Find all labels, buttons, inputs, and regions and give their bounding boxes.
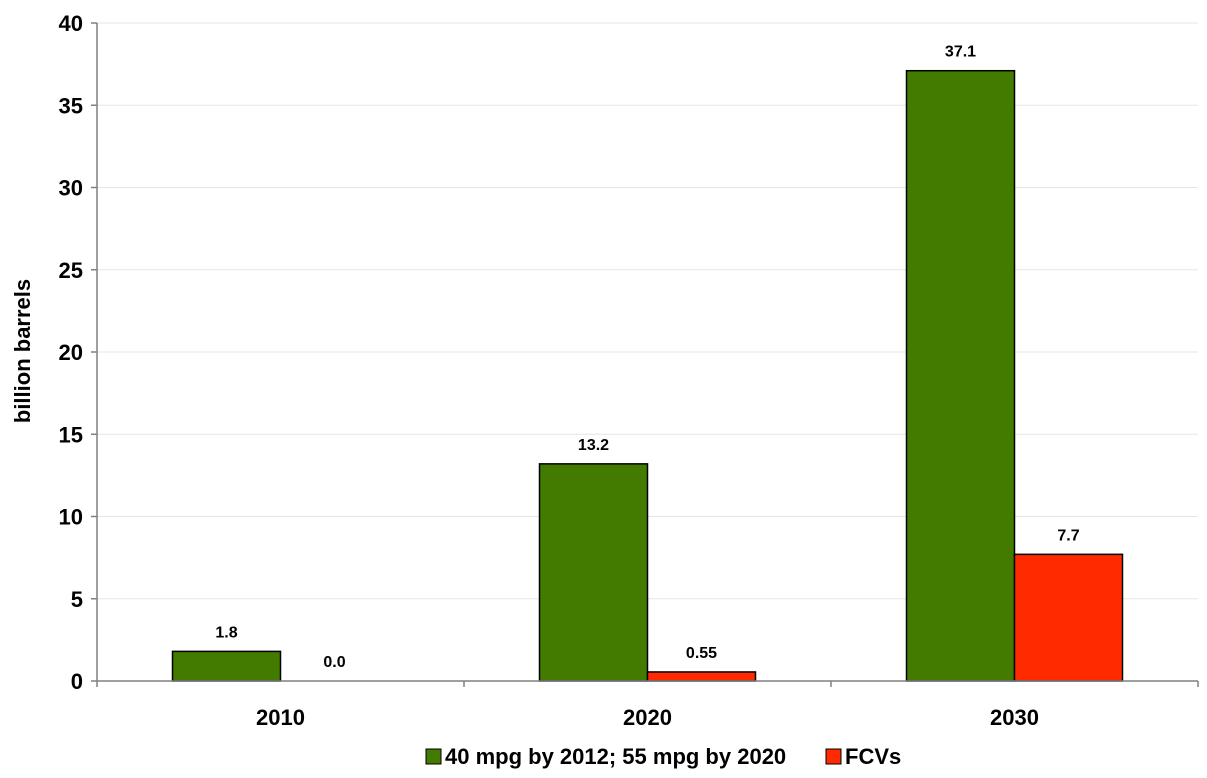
y-tick-label: 20: [59, 340, 83, 365]
y-tick-label: 40: [59, 11, 83, 36]
x-tick-label: 2030: [990, 705, 1039, 730]
bar: [905, 69, 1016, 682]
y-tick-label: 15: [59, 422, 83, 447]
bar: [1013, 553, 1124, 682]
data-label: 0.55: [686, 645, 717, 662]
bars: [171, 69, 1124, 682]
data-label: 0.0: [323, 654, 345, 671]
legend-label: 40 mpg by 2012; 55 mpg by 2020: [445, 744, 786, 769]
x-tick-label: 2010: [256, 705, 305, 730]
y-tick-label: 10: [59, 505, 83, 530]
x-tick-labels: 2010 2020 2030: [256, 705, 1039, 730]
y-tick-label: 35: [59, 93, 83, 118]
legend-swatch: [825, 748, 842, 765]
legend-label: FCVs: [845, 744, 901, 769]
axes: [91, 22, 1199, 687]
legend-swatch: [425, 748, 442, 765]
bar: [171, 650, 282, 682]
data-label: 13.2: [578, 437, 609, 454]
y-tick-labels: 0 5 10 15 20 25 30 35 40: [59, 11, 83, 694]
gridlines: [97, 22, 1198, 600]
y-axis-title: billion barrels: [10, 279, 35, 423]
bar: [538, 463, 649, 682]
y-tick-label: 0: [71, 669, 83, 694]
data-label: 1.8: [215, 624, 237, 641]
y-tick-label: 25: [59, 258, 83, 283]
data-label: 7.7: [1057, 527, 1079, 544]
legend: 40 mpg by 2012; 55 mpg by 2020 FCVs: [425, 744, 901, 769]
data-labels: 1.8 0.0 13.2 0.55 37.1 7.7: [215, 44, 1079, 671]
data-label: 37.1: [945, 44, 976, 61]
y-tick-label: 5: [71, 587, 83, 612]
x-tick-label: 2020: [623, 705, 672, 730]
bar: [646, 671, 757, 682]
y-tick-label: 30: [59, 176, 83, 201]
